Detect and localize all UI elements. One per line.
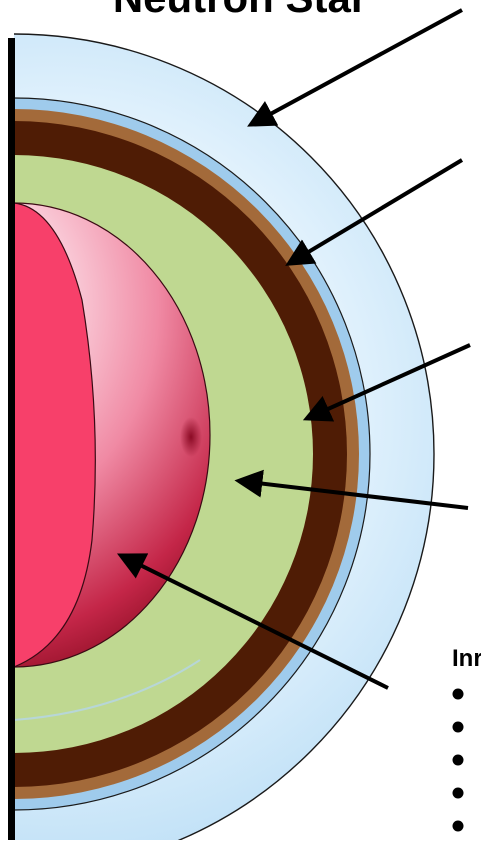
legend-background bbox=[448, 632, 481, 840]
arrow-inner-crust bbox=[302, 343, 471, 422]
legend-heading: Inr bbox=[452, 645, 481, 672]
star-cross-section bbox=[14, 33, 435, 840]
inner-core-spot bbox=[180, 417, 202, 457]
arrow-outer-core bbox=[234, 469, 469, 510]
legend: Inr bbox=[448, 632, 481, 840]
arrow-outer-crust bbox=[285, 158, 464, 266]
arrow-atmosphere bbox=[247, 8, 463, 127]
bullet-dot-icon bbox=[452, 820, 464, 832]
axis-bar bbox=[8, 38, 15, 840]
bullet-dot-icon bbox=[452, 754, 464, 766]
bullet-dot-icon bbox=[452, 787, 464, 799]
bullet-dot-icon bbox=[452, 721, 464, 733]
outer-core-reflection bbox=[14, 659, 201, 721]
inner-core-section-face bbox=[14, 202, 96, 668]
bullet-dot-icon bbox=[452, 688, 464, 700]
arrow-inner-core bbox=[116, 553, 389, 690]
pointer-arrows bbox=[116, 8, 471, 690]
diagram-title: Neutron Star bbox=[113, 0, 367, 21]
